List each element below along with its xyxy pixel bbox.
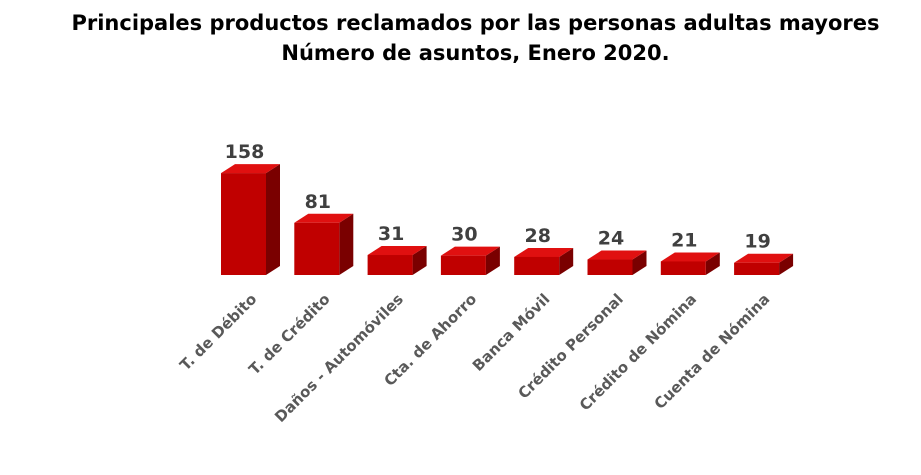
bar-side bbox=[485, 246, 500, 275]
bar-front bbox=[440, 255, 486, 275]
value-label: 19 bbox=[744, 231, 770, 253]
category-label: Daños - Automóviles bbox=[271, 290, 407, 426]
bar-side bbox=[779, 253, 794, 275]
bar-top bbox=[367, 246, 427, 256]
category-label: T. de Débito bbox=[176, 290, 260, 374]
bar-front bbox=[221, 173, 266, 275]
bar-3 bbox=[367, 246, 427, 275]
bar-side bbox=[632, 250, 647, 275]
bar-front bbox=[514, 256, 560, 275]
bar-4 bbox=[440, 246, 500, 275]
bar-top bbox=[221, 164, 280, 174]
bar-front bbox=[367, 255, 413, 275]
value-label: 30 bbox=[451, 224, 477, 246]
chart-title-line-1: Principales productos reclamados por las… bbox=[71, 11, 880, 35]
chart-title: Principales productos reclamados por las… bbox=[0, 8, 921, 68]
bar-6 bbox=[587, 250, 647, 275]
bar-top bbox=[294, 213, 354, 223]
bar-side bbox=[266, 164, 280, 275]
bar-top bbox=[660, 252, 720, 262]
value-label: 21 bbox=[671, 229, 697, 251]
bar-1 bbox=[221, 164, 280, 275]
bar-top bbox=[734, 253, 794, 263]
bar-top bbox=[440, 246, 500, 256]
bar-front bbox=[660, 261, 706, 275]
bar-front bbox=[587, 259, 633, 275]
bar-5 bbox=[514, 247, 574, 275]
bar-side bbox=[705, 252, 720, 275]
bar-top bbox=[514, 247, 574, 257]
bar-side bbox=[559, 247, 574, 275]
chart-title-line-2: Número de asuntos, Enero 2020. bbox=[281, 41, 670, 65]
value-label: 28 bbox=[524, 225, 550, 247]
bar-top bbox=[587, 250, 647, 260]
bar-8 bbox=[734, 253, 794, 275]
value-label: 158 bbox=[225, 141, 265, 163]
value-label: 81 bbox=[305, 191, 331, 213]
bar-2 bbox=[294, 213, 354, 275]
bar-front bbox=[734, 262, 780, 275]
bar-7 bbox=[660, 252, 720, 275]
bar-front bbox=[294, 222, 340, 275]
value-label: 24 bbox=[598, 228, 624, 250]
bar-side bbox=[339, 213, 354, 275]
bar-side bbox=[412, 246, 427, 275]
value-label: 31 bbox=[378, 223, 404, 245]
